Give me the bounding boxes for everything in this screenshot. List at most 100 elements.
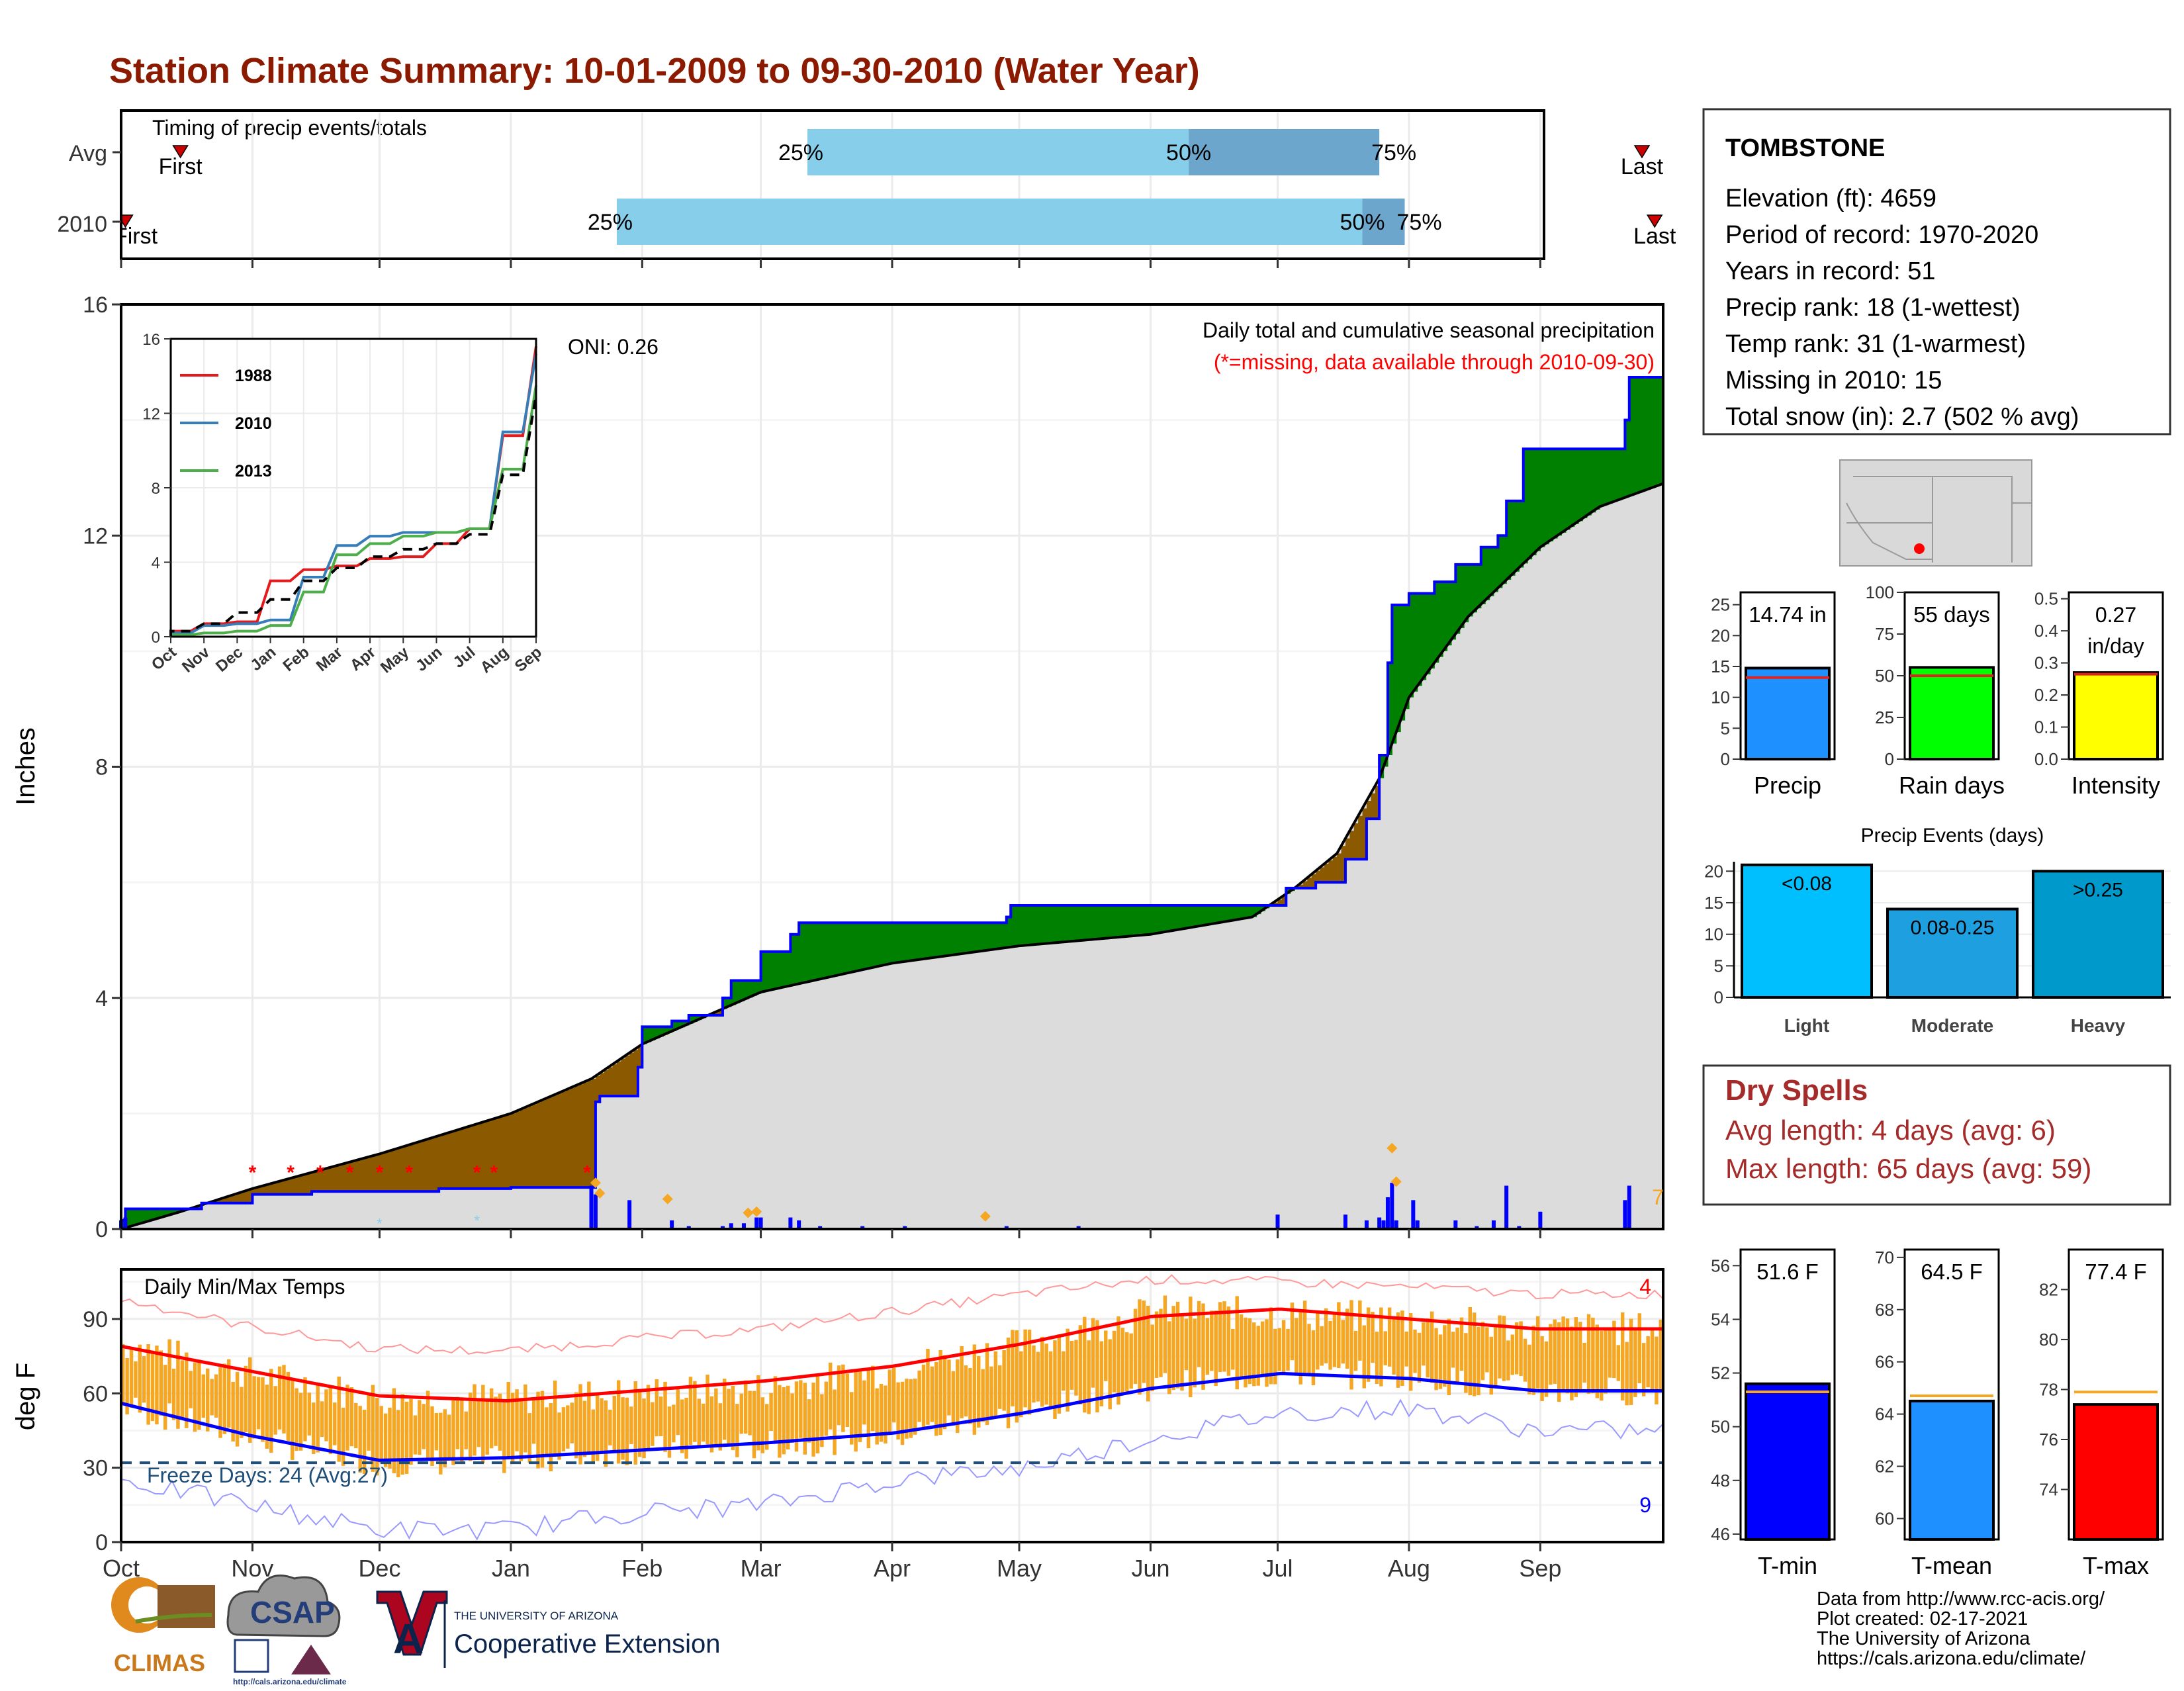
daily-temp-range-bar [1646, 1336, 1649, 1387]
daily-temp-range-bar [1248, 1318, 1251, 1384]
daily-temp-range-bar [1324, 1308, 1328, 1363]
daily-temp-range-bar [167, 1340, 171, 1404]
inset-ytick-label: 12 [142, 406, 160, 424]
daily-temp-range-bar [943, 1355, 946, 1429]
daily-temp-range-bar [1384, 1331, 1387, 1365]
precip-ytick-label: 4 [95, 986, 108, 1011]
tmax-ytick-label: 82 [2039, 1279, 2058, 1299]
missing-day-mark: * [376, 1162, 384, 1184]
precip-surplus-deficit [1422, 594, 1426, 680]
daily-temp-range-bar [1074, 1340, 1077, 1395]
precip-surplus-deficit [1159, 905, 1163, 933]
daily-temp-range-bar [345, 1385, 349, 1450]
rain-days-ytick-label: 100 [1866, 582, 1894, 602]
precip-surplus-deficit [1574, 449, 1579, 524]
daily-temp-range-bar [477, 1400, 480, 1447]
precip-surplus-deficit [1079, 905, 1083, 940]
daily-precip-bar [1504, 1186, 1508, 1229]
precip-surplus-deficit [896, 923, 901, 962]
daily-temp-range-bar [931, 1367, 934, 1422]
daily-temp-range-bar [583, 1401, 586, 1457]
daily-temp-range-bar [511, 1393, 514, 1463]
ua-small-text: THE UNIVERSITY OF ARIZONA [454, 1610, 619, 1622]
precip-surplus-deficit [829, 923, 833, 977]
daily-temp-range-bar [977, 1356, 980, 1428]
daily-temp-range-bar [803, 1383, 807, 1454]
precip-surplus-deficit [1333, 857, 1338, 882]
daily-temp-range-bar [1460, 1318, 1463, 1371]
daily-temp-range-bar [1240, 1314, 1243, 1379]
precip-surplus-deficit [1197, 905, 1202, 927]
precip-surplus-deficit [295, 1177, 299, 1194]
precip-surplus-deficit [1028, 905, 1032, 945]
daily-temp-range-bar [854, 1371, 857, 1451]
timing-label-75: 75% [1397, 210, 1442, 235]
precip-surplus-deficit [621, 1058, 625, 1096]
precip-surplus-deficit [1578, 449, 1583, 521]
daily-temp-range-bar [1617, 1345, 1620, 1381]
precip-surplus-deficit [1134, 905, 1138, 936]
daily-temp-range-bar [473, 1384, 476, 1455]
daily-temp-range-bar [600, 1398, 603, 1453]
precip-surplus-deficit [1113, 905, 1117, 938]
events-ytick-label: 0 [1714, 987, 1723, 1007]
missing-day-mark: * [473, 1162, 481, 1184]
precip-surplus-deficit [1176, 905, 1181, 930]
precip-surplus-deficit [469, 1126, 473, 1189]
daily-temp-range-bar [1515, 1322, 1518, 1374]
precip-surplus-deficit [888, 923, 893, 964]
daily-temp-range-bar [719, 1403, 722, 1450]
daily-temp-range-bar [1210, 1310, 1213, 1371]
precip-surplus-deficit [1235, 905, 1240, 920]
inset-ytick-label: 8 [152, 480, 160, 498]
temp-ytick-label: 90 [83, 1307, 108, 1332]
precip-surplus-deficit [854, 923, 858, 972]
station-location-marker [1914, 543, 1925, 554]
daily-temp-range-bar [647, 1385, 650, 1450]
precip-surplus-deficit [333, 1167, 338, 1192]
precip-surplus-deficit [1596, 449, 1600, 510]
daily-temp-range-bar [1180, 1316, 1183, 1391]
precip-surplus-deficit [1354, 823, 1359, 859]
intensity-ytick-label: 0.0 [2034, 749, 2058, 769]
daily-temp-range-bar [964, 1365, 968, 1416]
precip-surplus-deficit [545, 1099, 549, 1187]
daily-temp-range-bar [553, 1381, 557, 1456]
daily-temp-range-bar [1333, 1314, 1336, 1367]
tmax-value-label: 77.4 F [2085, 1259, 2147, 1284]
credit-line-2: Plot created: 02-17-2021 [1817, 1608, 2028, 1629]
precip-surplus-deficit [430, 1138, 435, 1191]
daily-temp-range-bar [1113, 1331, 1116, 1393]
precip-surplus-deficit [1409, 594, 1414, 698]
intensity-category-label: Intensity [2071, 772, 2160, 799]
tmin-value-label: 51.6 F [1756, 1259, 1819, 1284]
precip-surplus-deficit [735, 981, 740, 1003]
daily-temp-range-bar [608, 1410, 612, 1445]
daily-precip-bar [627, 1200, 631, 1229]
precip-y-axis-label: Inches [11, 727, 40, 805]
precip-surplus-deficit [1095, 905, 1100, 939]
intensity-unit-label: in/day [2087, 634, 2144, 658]
temp-ytick-label: 60 [83, 1381, 108, 1406]
precip-surplus-deficit [1231, 905, 1236, 921]
precip-surplus-deficit [1557, 449, 1562, 535]
precip-surplus-deficit [786, 952, 791, 987]
daily-temp-range-bar [181, 1360, 184, 1419]
daily-temp-range-bar [1536, 1316, 1539, 1389]
precip-surplus-deficit [989, 923, 994, 950]
precip-surplus-deficit [1651, 377, 1655, 488]
precip-surplus-deficit [867, 923, 872, 969]
rain-days-ytick-label: 0 [1885, 749, 1894, 769]
precip-surplus-deficit [1337, 853, 1342, 882]
daily-temp-range-bar [570, 1402, 574, 1443]
daily-temp-range-bar [1201, 1303, 1205, 1389]
daily-temp-range-bar [1485, 1327, 1488, 1372]
daily-temp-range-bar [774, 1376, 777, 1441]
precip-surplus-deficit [337, 1165, 341, 1191]
precip-surplus-deficit [1345, 839, 1350, 859]
inset-ytick-label: 4 [152, 555, 160, 572]
daily-temp-range-bar [1231, 1329, 1234, 1370]
daily-temp-range-bar [1002, 1350, 1005, 1411]
precip-chart-title: Daily total and cumulative seasonal prec… [1203, 318, 1655, 342]
precip-surplus-deficit [363, 1158, 367, 1191]
